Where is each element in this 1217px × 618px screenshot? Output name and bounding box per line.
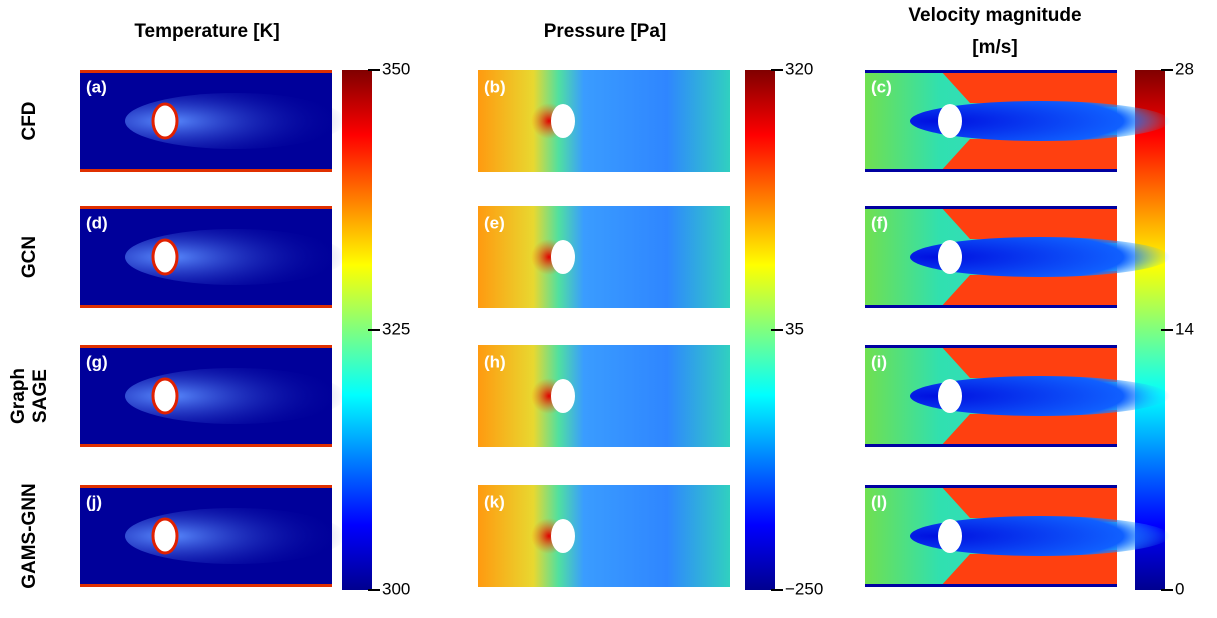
field-panel [865, 206, 1170, 308]
wake [125, 508, 345, 564]
jet [940, 206, 1117, 243]
wall [80, 70, 332, 73]
colorbar [745, 70, 775, 590]
jet [940, 410, 1117, 447]
colorbar [342, 70, 372, 590]
jet [940, 550, 1117, 587]
field [478, 485, 730, 587]
wake [910, 376, 1170, 416]
field-panel [478, 206, 730, 308]
wall [80, 169, 332, 172]
jet [940, 345, 1117, 382]
wall [80, 206, 332, 209]
column-title: Pressure [Pa] [544, 21, 667, 42]
colorbar-tick-label: 300 [382, 579, 410, 598]
wall [865, 485, 1117, 488]
wall [80, 485, 332, 488]
column-title: [m/s] [972, 37, 1017, 58]
jet [940, 271, 1117, 308]
colorbar-tick-label: 325 [382, 319, 410, 338]
panel-label: (f) [871, 213, 888, 232]
wake [125, 368, 345, 424]
colorbar-tick-label: 0 [1175, 579, 1184, 598]
panel-label: (c) [871, 77, 892, 96]
wall [865, 345, 1117, 348]
cylinder [551, 519, 575, 553]
field-panel [865, 485, 1170, 587]
panel-label: (i) [871, 352, 887, 371]
cylinder [151, 102, 179, 140]
jet [940, 485, 1117, 522]
wall [865, 584, 1117, 587]
cylinder [151, 238, 179, 276]
cylinder [938, 240, 962, 274]
cylinder [151, 517, 179, 555]
wake [125, 229, 345, 285]
colorbar-tick-label: 350 [382, 59, 410, 78]
row-label: GAMS-GNN [19, 483, 40, 589]
wall [865, 444, 1117, 447]
field-panel [80, 345, 345, 447]
panel-label: (a) [86, 77, 107, 96]
cylinder [938, 519, 962, 553]
wall [80, 584, 332, 587]
column-title: Velocity magnitude [908, 5, 1081, 26]
cylinder [551, 104, 575, 138]
row-label: SAGE [30, 369, 51, 423]
panel-label: (l) [871, 492, 887, 511]
colorbar-tick-label: 320 [785, 59, 813, 78]
colorbar-tick-label: 14 [1175, 319, 1194, 338]
field-panel [865, 345, 1170, 447]
panel-label: (j) [86, 492, 102, 511]
panel-label: (b) [484, 77, 506, 96]
wall [865, 206, 1117, 209]
wall [80, 444, 332, 447]
field-panel [478, 70, 730, 172]
field [478, 70, 730, 172]
cylinder [551, 240, 575, 274]
field-panel [80, 206, 345, 308]
wall [80, 305, 332, 308]
field-panel [865, 70, 1170, 172]
row-label: CFD [19, 101, 40, 140]
wall [865, 305, 1117, 308]
colorbar [1135, 70, 1165, 590]
colorbar-tick-label: 28 [1175, 59, 1194, 78]
row-label: GCN [19, 236, 40, 278]
cylinder [151, 377, 179, 415]
field-panel [478, 485, 730, 587]
cylinder [938, 379, 962, 413]
panel-label: (k) [484, 492, 505, 511]
colorbar-tick-label: 35 [785, 319, 804, 338]
panel-label: (g) [86, 352, 108, 371]
column-title: Temperature [K] [134, 21, 279, 42]
wake [125, 93, 345, 149]
field-panel [80, 70, 345, 172]
panel-label: (e) [484, 213, 505, 232]
wall [865, 70, 1117, 73]
colorbar-tick-label: −250 [785, 579, 823, 598]
field [478, 345, 730, 447]
field-panel [478, 345, 730, 447]
wake [910, 516, 1170, 556]
wall [865, 169, 1117, 172]
panel-label: (h) [484, 352, 506, 371]
cylinder [938, 104, 962, 138]
wake [910, 101, 1170, 141]
field-panel [80, 485, 345, 587]
panel-label: (d) [86, 213, 108, 232]
jet [940, 70, 1117, 107]
jet [940, 135, 1117, 172]
field [478, 206, 730, 308]
row-label: Graph [8, 368, 29, 424]
wall [80, 345, 332, 348]
wake [910, 237, 1170, 277]
cylinder [551, 379, 575, 413]
